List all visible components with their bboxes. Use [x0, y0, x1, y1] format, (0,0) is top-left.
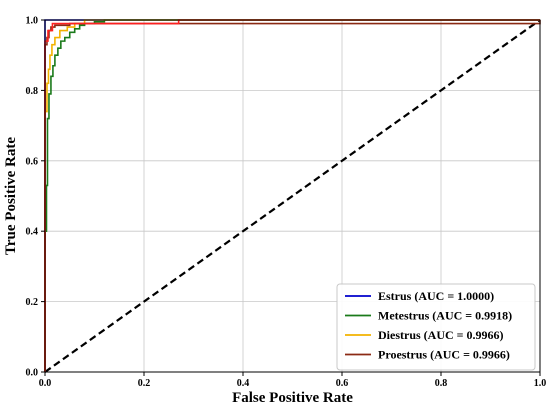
y-tick-label: 1.0	[26, 16, 39, 27]
x-tick-label: 0.4	[237, 378, 250, 389]
series-line-4	[44, 19, 540, 372]
axis-ticks: 0.0 0.2 0.4 0.6 0.8 1.0 0.0 0.2 0.4 0.6 0.8 1.0	[26, 16, 547, 390]
x-tick-label: 0.0	[39, 378, 52, 389]
legend-entry: Metestrus (AUC = 0.9918)	[378, 309, 512, 323]
y-tick-label: 0.2	[26, 297, 39, 308]
y-axis-title: True Positive Rate	[3, 137, 19, 255]
legend-entry: Diestrus (AUC = 0.9966)	[378, 328, 504, 342]
legend-box	[336, 283, 536, 371]
x-tick-label: 1.0	[534, 378, 547, 389]
x-tick-label: 0.2	[138, 378, 151, 389]
plot-frame	[44, 19, 541, 373]
x-tick-label: 0.8	[435, 378, 448, 389]
y-tick-label: 0.4	[26, 227, 39, 238]
series-line-2	[44, 19, 540, 372]
diagonal-reference-line	[44, 19, 541, 373]
legend: Estrus (AUC = 1.0000) Metestrus (AUC = 0.…	[336, 283, 536, 371]
x-tick-label: 0.6	[336, 378, 349, 389]
x-axis-title: False Positive Rate	[232, 390, 353, 406]
y-tick-label: 0.0	[26, 368, 39, 379]
y-tick-label: 0.8	[26, 86, 39, 97]
y-tick-label: 0.6	[26, 156, 39, 167]
chance-diagonal	[44, 19, 541, 373]
legend-entry: Estrus (AUC = 1.0000)	[378, 289, 494, 303]
legend-entry: Proestrus (AUC = 0.9966)	[378, 348, 510, 362]
